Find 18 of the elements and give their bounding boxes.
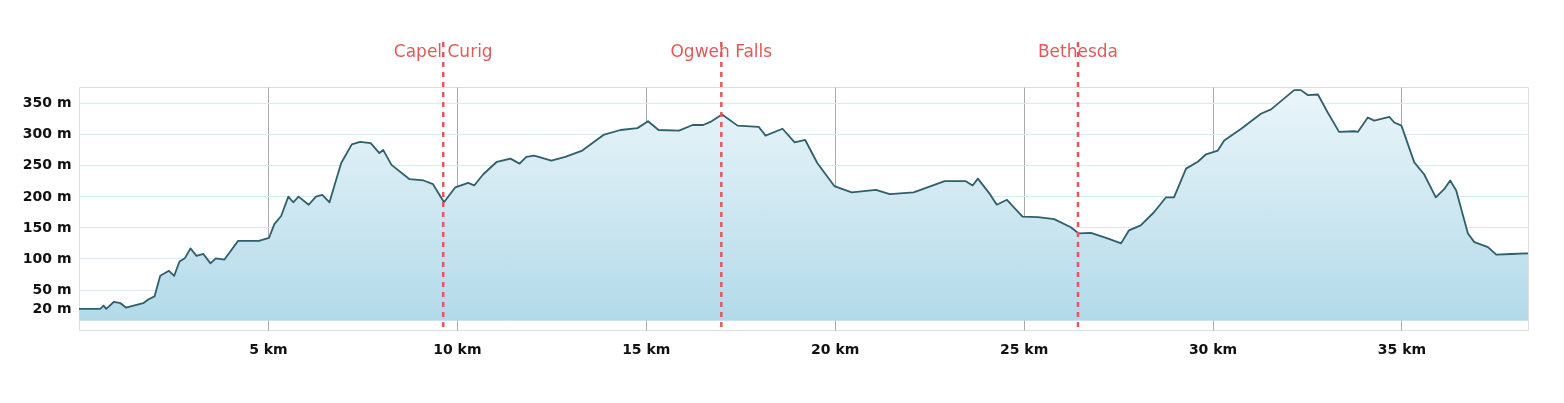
y-tick-label: 100 m: [22, 249, 72, 266]
y-tick-label: 200 m: [22, 187, 72, 204]
y-tick-label: 20 m: [32, 299, 72, 316]
x-tick-label: 30 km: [1188, 340, 1238, 357]
x-tick-label: 10 km: [433, 340, 482, 357]
ref-line-label: Ogwen Falls: [670, 41, 773, 61]
x-tick-label: 5 km: [249, 340, 288, 357]
y-tick-label: 150 m: [22, 218, 72, 235]
y-tick-label: 300 m: [22, 125, 72, 142]
ref-line-label: Bethesda: [1037, 41, 1119, 61]
x-tick-label: 25 km: [999, 340, 1049, 357]
ref-line-label: Capel Curig: [393, 41, 493, 61]
x-tick-label: 15 km: [622, 340, 671, 357]
y-tick-label: 250 m: [22, 156, 72, 173]
x-tick-label: 35 km: [1377, 340, 1427, 357]
y-tick-label: 350 m: [22, 94, 72, 111]
y-tick-label: 50 m: [32, 281, 72, 297]
x-tick-label: 20 km: [811, 340, 860, 357]
